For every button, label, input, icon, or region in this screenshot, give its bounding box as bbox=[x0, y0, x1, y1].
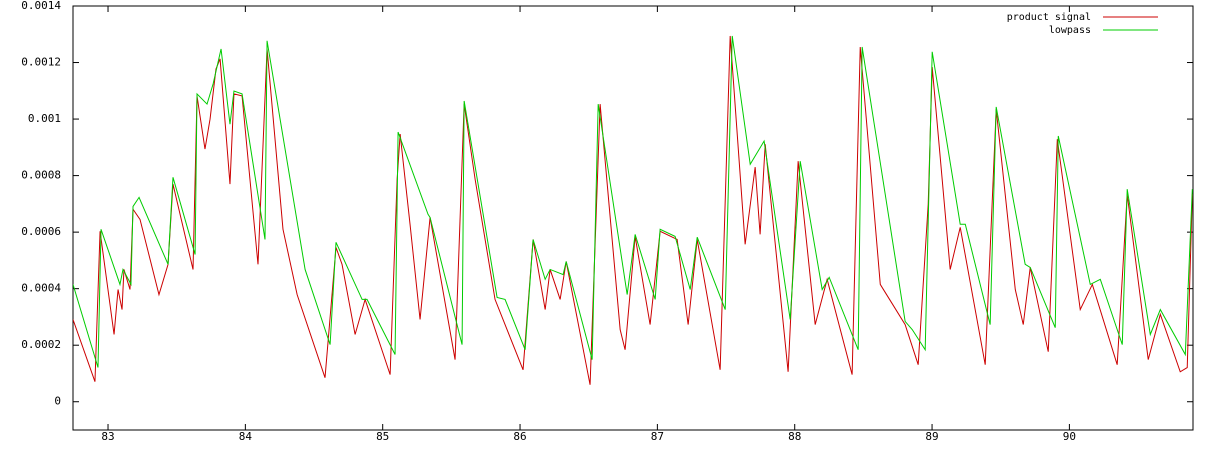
legend-label: product signal bbox=[1007, 12, 1091, 23]
y-tick-label: 0.0012 bbox=[21, 56, 61, 69]
x-tick-label: 84 bbox=[239, 430, 253, 443]
x-tick-label: 85 bbox=[376, 430, 389, 443]
y-tick-label: 0.0002 bbox=[21, 338, 61, 351]
x-tick-label: 87 bbox=[651, 430, 664, 443]
plot-frame bbox=[72, 5, 1194, 431]
y-tick-label: 0 bbox=[54, 395, 61, 408]
y-tick-label: 0.0014 bbox=[21, 0, 61, 12]
series-line bbox=[73, 35, 1193, 368]
x-tick-label: 89 bbox=[925, 430, 938, 443]
series-line bbox=[73, 35, 1193, 385]
legend-label: lowpass bbox=[1049, 25, 1091, 36]
y-tick-label: 0.0008 bbox=[21, 169, 61, 182]
x-tick-label: 86 bbox=[513, 430, 526, 443]
x-tick-label: 90 bbox=[1063, 430, 1076, 443]
x-tick-label: 83 bbox=[101, 430, 114, 443]
y-tick-label: 0.001 bbox=[28, 112, 61, 125]
y-tick-label: 0.0004 bbox=[21, 282, 61, 295]
y-tick-label: 0.0006 bbox=[21, 225, 61, 238]
x-tick-label: 88 bbox=[788, 430, 801, 443]
